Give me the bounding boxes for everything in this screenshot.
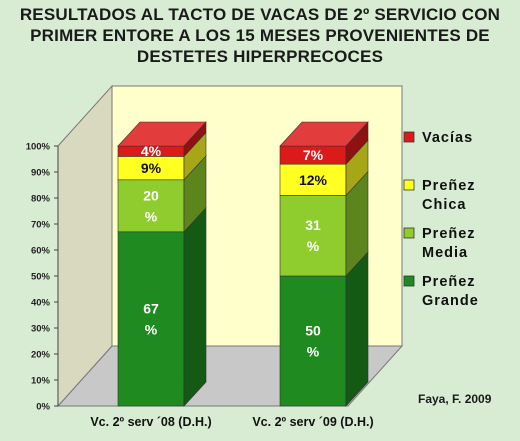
y-tick-label: 50%	[31, 272, 51, 283]
legend-swatch	[403, 131, 415, 143]
y-tick-label: 80%	[31, 194, 51, 205]
legend-label: Media	[422, 245, 468, 261]
data-label: 67	[143, 300, 159, 316]
chart-title: RESULTADOS AL TACTO DE VACAS DE 2º SERVI…	[0, 4, 520, 67]
y-tick-label: 90%	[31, 168, 51, 179]
y-tick-label: 40%	[31, 298, 51, 309]
y-tick-label: 20%	[31, 350, 51, 361]
x-category-label: Vc. 2º serv ´09 (D.H.)	[252, 415, 373, 429]
title-line-2: PRIMER ENTORE A LOS 15 MESES PROVENIENTE…	[30, 26, 490, 45]
bar-segment-top	[279, 121, 369, 147]
y-tick-label: 100%	[26, 142, 51, 153]
legend-label: Preñez	[422, 178, 476, 194]
x-category-label: Vc. 2º serv ´08 (D.H.)	[90, 415, 211, 429]
legend-label: Chica	[422, 197, 467, 213]
bar-segment	[279, 275, 347, 407]
legend-label: Grande	[422, 293, 479, 309]
bar-segment	[279, 163, 347, 196]
data-label: 7%	[303, 147, 324, 163]
legend-label: Preñez	[422, 226, 476, 242]
bar-segment	[117, 231, 185, 407]
legend-label: Preñez	[422, 274, 476, 290]
legend-swatch	[403, 275, 415, 287]
bar-segment-side	[183, 207, 207, 407]
data-label: 12%	[299, 172, 328, 188]
title-line-1: RESULTADOS AL TACTO DE VACAS DE 2º SERVI…	[19, 5, 501, 24]
data-label: %	[307, 344, 320, 360]
legend-swatch	[403, 227, 415, 239]
y-tick-label: 60%	[31, 246, 51, 257]
data-label: %	[145, 208, 158, 224]
data-label: 9%	[141, 160, 162, 176]
data-label: %	[307, 238, 320, 254]
legend-swatch	[403, 179, 415, 191]
y-tick-label: 0%	[36, 402, 50, 413]
legend-label: Vacías	[422, 130, 473, 146]
title-line-3: DESTETES HIPERPRECOCES	[136, 47, 384, 66]
y-tick-label: 10%	[31, 376, 51, 387]
data-label: 20	[143, 187, 159, 203]
y-tick-label: 30%	[31, 324, 51, 335]
data-label: 50	[305, 323, 321, 339]
source-credit: Faya, F. 2009	[418, 392, 492, 406]
y-tick-label: 70%	[31, 220, 51, 231]
bar-segment-top	[117, 121, 207, 147]
data-label: 4%	[141, 143, 162, 159]
data-label: 31	[305, 217, 321, 233]
data-label: %	[145, 321, 158, 337]
bar-segment-side	[345, 251, 369, 407]
bar-segment	[279, 195, 347, 277]
